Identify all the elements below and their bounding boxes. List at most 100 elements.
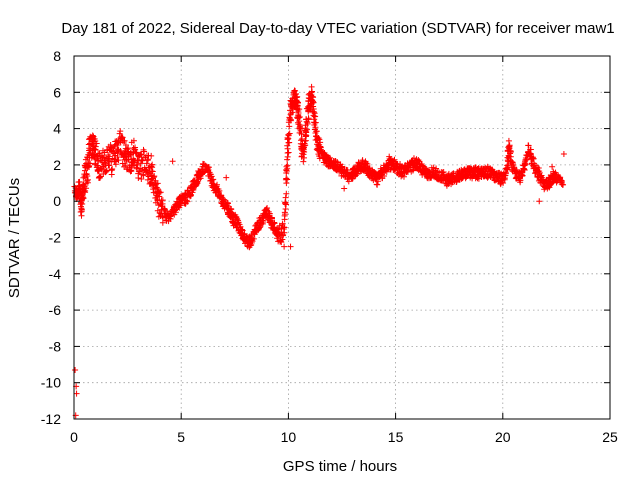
data-point xyxy=(114,154,121,161)
data-point xyxy=(549,163,556,170)
x-tick-label: 0 xyxy=(70,429,78,445)
data-point xyxy=(415,157,422,164)
data-point xyxy=(286,139,293,146)
data-point xyxy=(519,172,526,179)
data-point xyxy=(154,197,161,204)
data-point xyxy=(310,94,317,101)
data-point xyxy=(251,231,258,238)
data-point xyxy=(547,181,554,188)
data-point xyxy=(363,160,370,167)
data-point xyxy=(278,229,285,236)
data-point xyxy=(247,242,254,249)
data-point xyxy=(275,226,282,233)
data-point xyxy=(530,154,536,161)
data-point xyxy=(157,189,164,196)
data-point xyxy=(109,166,116,173)
data-point xyxy=(283,201,290,208)
data-point xyxy=(557,174,564,181)
data-point xyxy=(316,136,323,143)
data-point xyxy=(517,177,524,184)
data-point xyxy=(149,168,156,175)
data-point xyxy=(239,227,246,234)
data-point xyxy=(161,205,168,212)
y-tick-label: -8 xyxy=(49,338,62,354)
data-point xyxy=(183,197,190,204)
y-tick-label: 2 xyxy=(53,157,61,173)
data-point xyxy=(286,130,293,137)
data-point xyxy=(294,93,301,100)
data-point xyxy=(133,164,140,171)
data-point xyxy=(525,142,532,149)
data-point xyxy=(284,162,291,169)
y-tick-label: -12 xyxy=(41,411,61,427)
data-point xyxy=(311,110,318,117)
data-point xyxy=(117,128,124,135)
data-point xyxy=(82,189,89,196)
data-point xyxy=(92,146,99,153)
data-point xyxy=(560,181,567,188)
data-point xyxy=(159,219,166,226)
data-point xyxy=(391,156,398,163)
x-tick-label: 10 xyxy=(281,429,297,445)
data-point xyxy=(87,160,94,167)
data-point xyxy=(144,176,151,183)
data-point xyxy=(150,174,157,181)
data-point xyxy=(121,137,128,144)
data-point xyxy=(312,124,319,131)
data-point xyxy=(301,148,308,155)
data-point xyxy=(266,210,273,217)
data-point xyxy=(140,172,147,179)
data-point xyxy=(284,153,291,160)
data-point xyxy=(84,176,91,183)
y-tick-label: -10 xyxy=(41,375,61,391)
data-point xyxy=(281,224,288,231)
data-point xyxy=(128,168,135,175)
data-point xyxy=(294,99,301,106)
x-tick-label: 15 xyxy=(388,429,404,445)
data-point xyxy=(281,209,288,216)
data-point xyxy=(149,164,156,171)
data-point xyxy=(125,156,132,163)
data-point xyxy=(505,137,512,144)
data-point xyxy=(284,156,291,163)
data-point xyxy=(397,160,404,167)
data-point xyxy=(172,209,179,216)
data-point xyxy=(364,161,371,168)
data-point xyxy=(83,171,90,178)
y-tick-label: 0 xyxy=(53,193,61,209)
data-point xyxy=(93,140,100,147)
data-point xyxy=(502,170,509,177)
data-point xyxy=(301,154,308,161)
x-axis-label: GPS time / hours xyxy=(283,458,397,475)
data-point xyxy=(255,224,262,231)
data-point xyxy=(281,216,288,223)
data-point xyxy=(507,148,514,155)
data-point xyxy=(135,168,142,175)
data-point xyxy=(78,206,85,213)
data-point xyxy=(310,99,317,106)
data-point xyxy=(509,159,516,166)
data-point xyxy=(313,128,320,135)
x-tick-label: 5 xyxy=(177,429,185,445)
data-point xyxy=(283,190,290,197)
data-point xyxy=(419,162,426,169)
data-point xyxy=(334,159,341,166)
data-point xyxy=(287,243,294,250)
y-axis-label: SDTVAR / TECUs xyxy=(6,178,23,298)
data-point xyxy=(208,173,215,180)
data-point xyxy=(305,115,312,122)
chart-title: Day 181 of 2022, Sidereal Day-to-day VTE… xyxy=(61,20,614,37)
data-point xyxy=(284,145,291,152)
data-point xyxy=(154,180,161,187)
y-tick-label: 6 xyxy=(53,84,61,100)
data-point xyxy=(135,175,142,182)
data-point xyxy=(298,135,305,142)
data-point xyxy=(138,175,145,182)
data-point xyxy=(143,160,150,167)
data-point xyxy=(80,195,87,202)
data-point xyxy=(122,142,129,149)
data-point xyxy=(281,229,288,236)
data-point xyxy=(284,176,291,183)
data-point xyxy=(119,134,126,141)
